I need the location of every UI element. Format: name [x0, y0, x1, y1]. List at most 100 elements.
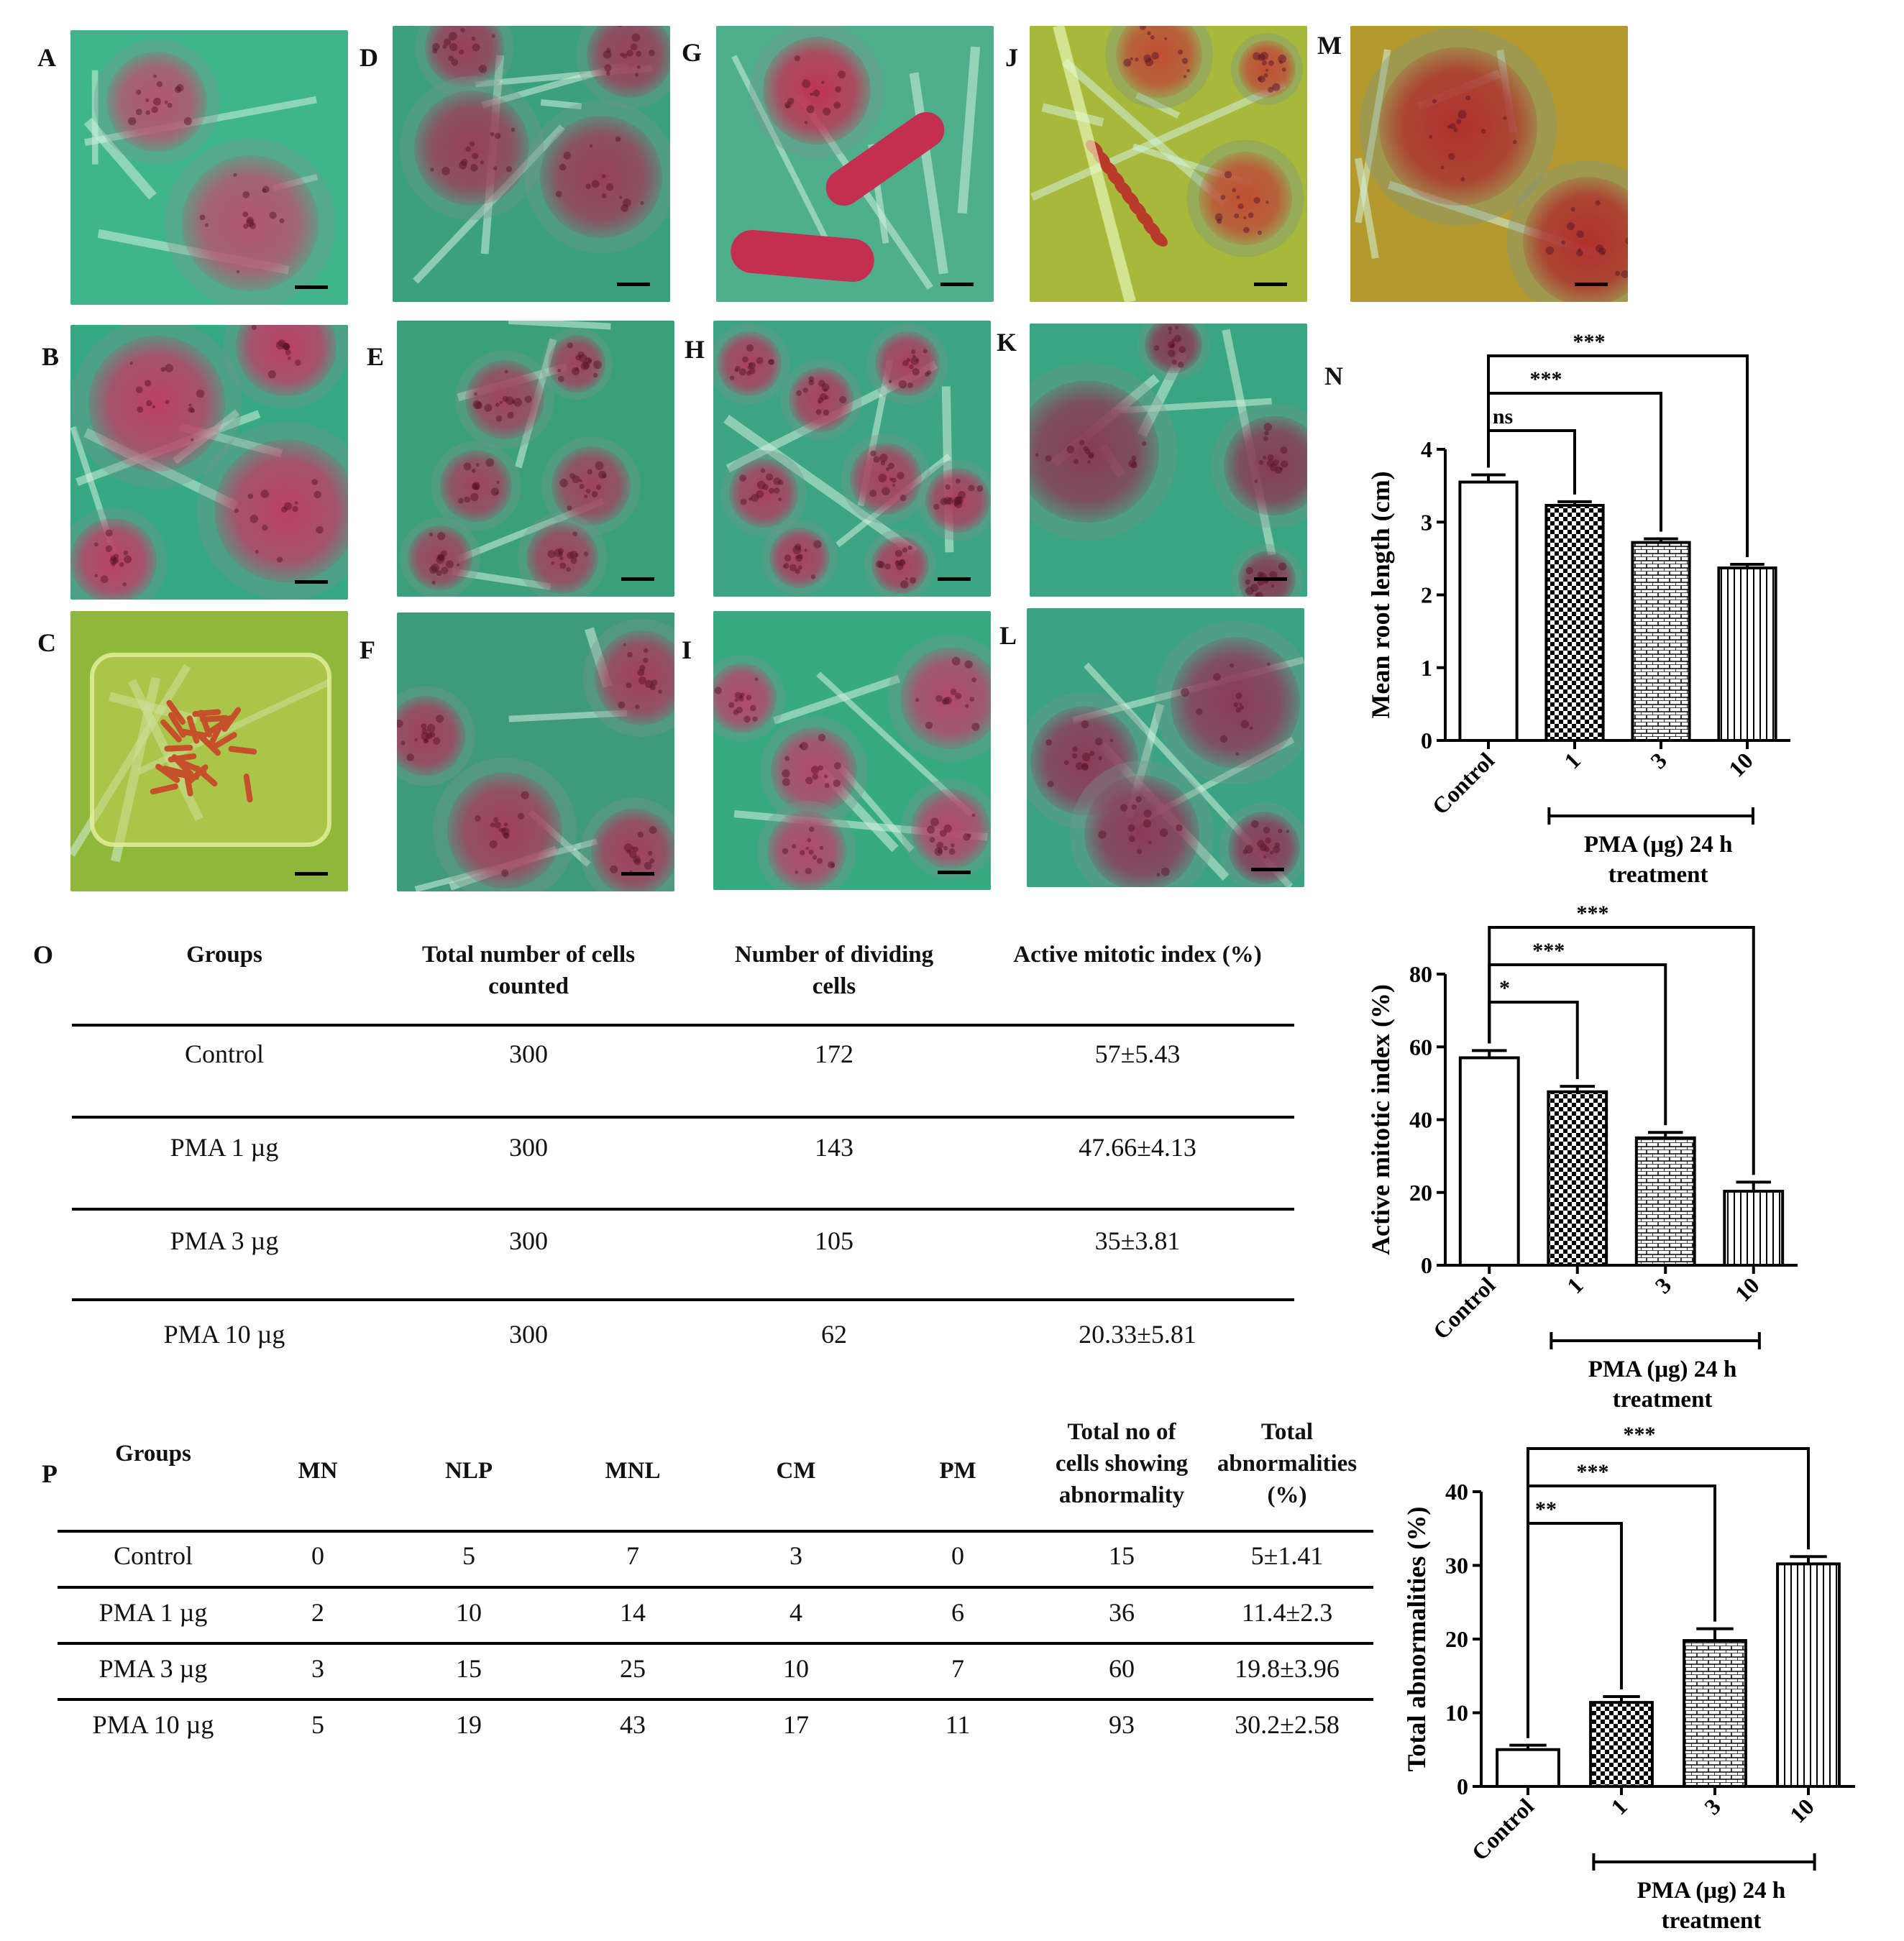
- table-cell: 7: [626, 1541, 639, 1570]
- table-cell: 11.4±2.3: [1241, 1598, 1333, 1627]
- table-rule: [58, 1698, 1373, 1701]
- table-rule: [58, 1586, 1373, 1589]
- table-header-cell: Number of dividing cells: [734, 942, 934, 999]
- y-tick-label: 2: [1421, 582, 1432, 608]
- table-rule: [58, 1642, 1373, 1645]
- bar-1: [1544, 503, 1605, 742]
- treatment-group-label: PMA (μg) 24 h: [1588, 1357, 1737, 1382]
- table-cell: 35±3.81: [1094, 1226, 1181, 1255]
- table-cell: 57±5.43: [1094, 1040, 1181, 1068]
- table-cell: 19.8±3.96: [1235, 1654, 1340, 1683]
- chart-total-abnormalities: 0 10 20 30 40 Total abnormalities (%) Control 1…: [1381, 1423, 1884, 1934]
- bar-10: [1776, 1562, 1841, 1788]
- y-axis-label: Total abnormalities (%): [1402, 1507, 1431, 1772]
- x-tick-label: 3: [1699, 1793, 1726, 1820]
- y-tick-label: 60: [1409, 1034, 1432, 1060]
- panel-letter-l: L: [999, 621, 1017, 650]
- table-header-cell: Total number of cells counted: [421, 942, 636, 999]
- y-axis-label: Active mitotic index (%): [1366, 984, 1395, 1255]
- table-rule: [72, 1116, 1294, 1119]
- treatment-group-label: PMA (μg) 24 h: [1637, 1878, 1786, 1904]
- x-tick-label: 3: [1649, 1272, 1676, 1298]
- x-tick-label: Control: [1428, 1272, 1501, 1344]
- treatment-group-bracket: [1592, 1853, 1816, 1871]
- panel-letter-e: E: [367, 342, 385, 371]
- table-cell: 11: [945, 1710, 971, 1739]
- table-cell: PMA 3 µg: [99, 1654, 208, 1683]
- treatment-group-label: treatment: [1662, 1908, 1762, 1934]
- table-cell: Control: [113, 1541, 193, 1570]
- x-tick-label: Control: [1466, 1793, 1539, 1866]
- micrograph-j: [1030, 26, 1307, 302]
- micrograph-m: [1350, 26, 1628, 302]
- table-cell: 10: [456, 1598, 482, 1627]
- bar-10: [1723, 1190, 1785, 1267]
- y-tick-label: 0: [1421, 728, 1432, 753]
- table-cell: 300: [509, 1226, 548, 1255]
- table-cell: PMA 10 µg: [92, 1710, 214, 1739]
- significance-label: ***: [1577, 901, 1609, 925]
- micrograph-b: [70, 325, 348, 600]
- treatment-group-label: treatment: [1613, 1387, 1713, 1413]
- x-tick-label: 10: [1724, 747, 1758, 781]
- scale-bar: [1575, 283, 1608, 286]
- micrograph-f: [397, 612, 674, 891]
- scale-bar: [621, 872, 654, 876]
- table-cell: 43: [620, 1710, 646, 1739]
- table-cell: PMA 1 µg: [170, 1133, 279, 1162]
- scale-bar: [938, 577, 971, 581]
- table-cell: 4: [789, 1598, 802, 1627]
- y-tick-label: 3: [1421, 509, 1432, 535]
- y-tick-label: 0: [1457, 1773, 1468, 1799]
- x-tick-label: Control: [1427, 747, 1499, 820]
- x-tick-label: 10: [1730, 1272, 1765, 1306]
- y-tick-label: 30: [1445, 1553, 1468, 1579]
- table-cell: 5: [462, 1541, 475, 1570]
- table-cell: 172: [815, 1040, 853, 1068]
- table-rule: [58, 1530, 1373, 1533]
- y-tick-label: 20: [1445, 1626, 1468, 1652]
- table-cell: 0: [951, 1541, 964, 1570]
- table-cell: 300: [509, 1040, 548, 1068]
- table-cell: 19: [456, 1710, 482, 1739]
- bar-control: [1496, 1748, 1560, 1788]
- bar-10: [1717, 566, 1777, 742]
- scale-bar: [1254, 577, 1287, 581]
- table-header-cell: MNL: [605, 1458, 661, 1484]
- table-cell: 2: [311, 1598, 324, 1627]
- chart-mitotic-index: 0 20 40 60 80 Active mitotic index (%) Control…: [1330, 901, 1819, 1416]
- micrograph-a: [70, 30, 348, 305]
- micrograph-e: [397, 321, 674, 597]
- table-cell: 7: [951, 1654, 964, 1683]
- y-tick-label: 40: [1409, 1107, 1432, 1133]
- x-tick-label: 3: [1645, 747, 1672, 774]
- significance-label: ***: [1577, 1460, 1609, 1484]
- table-cell: 105: [815, 1226, 853, 1255]
- significance-label: *: [1499, 976, 1510, 1000]
- table-header-cell: Active mitotic index (%): [1013, 942, 1262, 968]
- scale-bar: [938, 871, 971, 874]
- bar-control: [1458, 480, 1519, 742]
- y-tick-label: 0: [1421, 1252, 1432, 1278]
- scale-bar: [1251, 868, 1284, 871]
- significance-label: **: [1535, 1497, 1557, 1521]
- table-cell: 14: [620, 1598, 646, 1627]
- table-header-cell: PM: [939, 1458, 976, 1484]
- scale-bar: [295, 872, 328, 876]
- panel-letter-o: O: [33, 940, 54, 969]
- y-tick-label: 4: [1421, 436, 1432, 462]
- table-cell: 62: [821, 1320, 847, 1349]
- panel-letter-b: B: [42, 342, 60, 371]
- table-rule: [72, 1024, 1294, 1027]
- panel-letter-d: D: [360, 43, 378, 72]
- table-cell: 3: [789, 1541, 802, 1570]
- y-tick-label: 10: [1445, 1700, 1468, 1726]
- table-header-cell: Total abnormalities (%): [1217, 1419, 1358, 1508]
- micrograph-k: [1030, 324, 1307, 597]
- scale-bar: [940, 283, 974, 286]
- treatment-group-label: PMA (μg) 24 h: [1584, 832, 1733, 858]
- y-tick-label: 40: [1445, 1479, 1468, 1505]
- panel-letter-j: J: [1005, 43, 1018, 72]
- panel-letter-f: F: [360, 635, 375, 664]
- x-tick-label: 1: [1562, 1272, 1588, 1298]
